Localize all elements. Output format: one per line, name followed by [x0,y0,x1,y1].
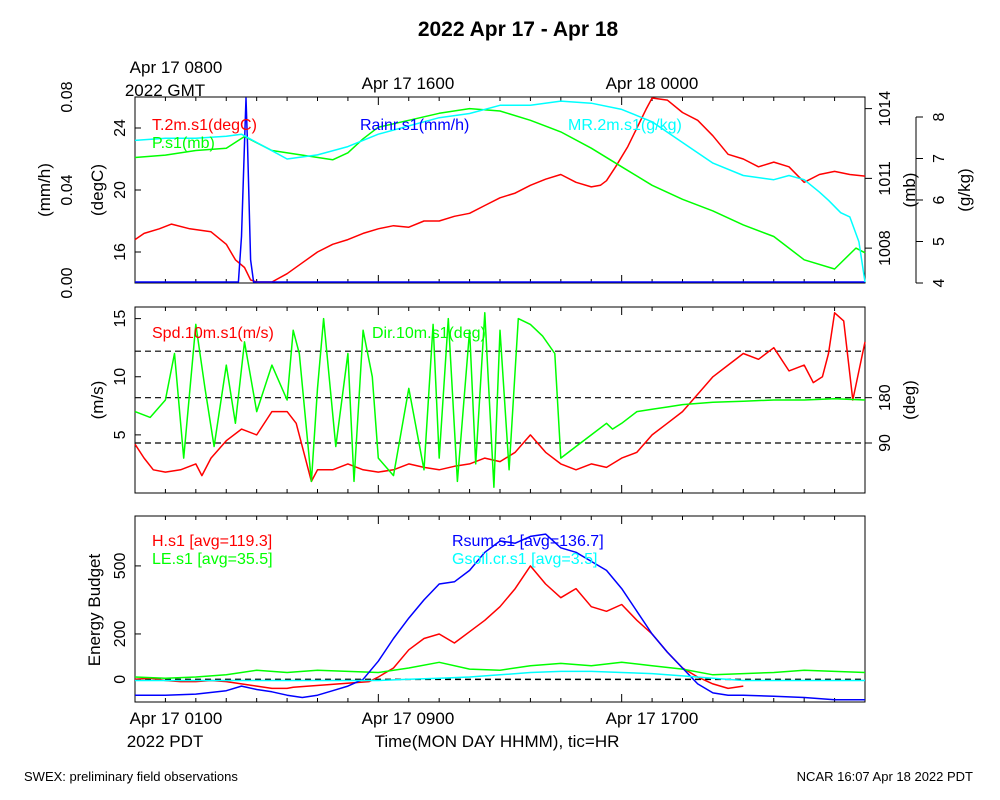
pres-tick-label: 1011 [877,161,894,196]
legend-dir: Dir.10m.s1(deg) [372,325,486,342]
series-line [134,312,866,488]
pres-axis-label: (mb) [900,173,919,208]
spd-tick-label: 5 [112,430,129,439]
series-line [134,100,866,283]
x-axis-label: Time(MON DAY HHMM), tic=HR [375,732,620,751]
rain-tick-label: 0.04 [59,174,76,205]
dir-axis-label: (deg) [900,380,919,420]
temp-tick-label: 16 [112,243,129,261]
series-line [135,670,865,682]
temp-tick-label: 20 [112,181,129,199]
dir-tick-label: 180 [877,384,894,411]
rain-tick-label: 0.08 [59,81,76,112]
legend-rsum: Rsum.s1 [avg=136.7] [452,533,604,550]
pres-tick-label: 1014 [877,91,894,127]
series-energy [134,533,866,701]
mr-tick-label: 8 [931,112,948,121]
footer-left: SWEX: preliminary field observations [24,769,238,784]
top-time-label-0000: Apr 18 0000 [606,74,699,93]
top-time-label-1600: Apr 17 1600 [362,74,455,93]
series-met [134,97,866,283]
mr-tick-label: 4 [931,278,948,287]
pres-tick-label: 1008 [877,230,894,266]
temp-tick-label: 24 [112,119,129,137]
spd-tick-label: 10 [112,368,129,386]
legend-gsoil: Gsoil.cr.s1 [avg=3.5] [452,551,597,568]
series-line [134,661,866,679]
series-line [134,565,744,690]
series-line [135,533,865,701]
bottom-time-label-1700: Apr 17 1700 [606,709,699,728]
spd-axis-label: (m/s) [88,381,107,420]
mr-axis-label: (g/kg) [955,168,974,211]
tick-labels: 0.00 0.04 0.08 16 20 24 1008 1011 1014 4 5 6 7 8 5 10 15… [59,81,948,683]
legend-h: H.s1 [avg=119.3] [152,533,272,550]
energy-tick-label: 500 [112,552,129,579]
legend-temp: T.2m.s1(degC) [152,117,257,134]
rain-tick-label: 0.00 [59,267,76,298]
energy-tick-label: 0 [112,675,129,684]
bottom-time-label-pdt: 2022 PDT [127,732,204,751]
mr-tick-label: 7 [931,154,948,163]
top-time-label-gmt: 2022 GMT [125,81,205,100]
footer-right: NCAR 16:07 Apr 18 2022 PDT [797,769,973,784]
legend-spd: Spd.10m.s1(m/s) [152,325,274,342]
legend-le: LE.s1 [avg=35.5] [152,551,273,568]
mr-tick-label: 6 [931,195,948,204]
chart-title: 2022 Apr 17 - Apr 18 [418,18,619,41]
bottom-time-label-0900: Apr 17 0900 [362,709,455,728]
top-time-label-0800: Apr 17 0800 [130,58,223,77]
rain-axis-label: (mm/h) [35,163,54,217]
legend-pres: P.s1(mb) [152,135,215,152]
energy-axis-label: Energy Budget [85,553,104,666]
legend-mr: MR.2m.s1(g/kg) [568,117,682,134]
series-line [135,97,865,283]
mr-tick-label: 5 [931,237,948,246]
bottom-time-label-0100: Apr 17 0100 [130,709,223,728]
energy-tick-label: 200 [112,621,129,648]
temp-axis-label: (degC) [88,164,107,216]
spd-tick-label: 15 [112,310,129,328]
series-wind [134,312,866,488]
reference-lines [135,350,865,681]
legend-rain: Rainr.s1(mm/h) [360,117,469,134]
series-line [134,97,866,283]
dir-tick-label: 90 [877,434,894,452]
